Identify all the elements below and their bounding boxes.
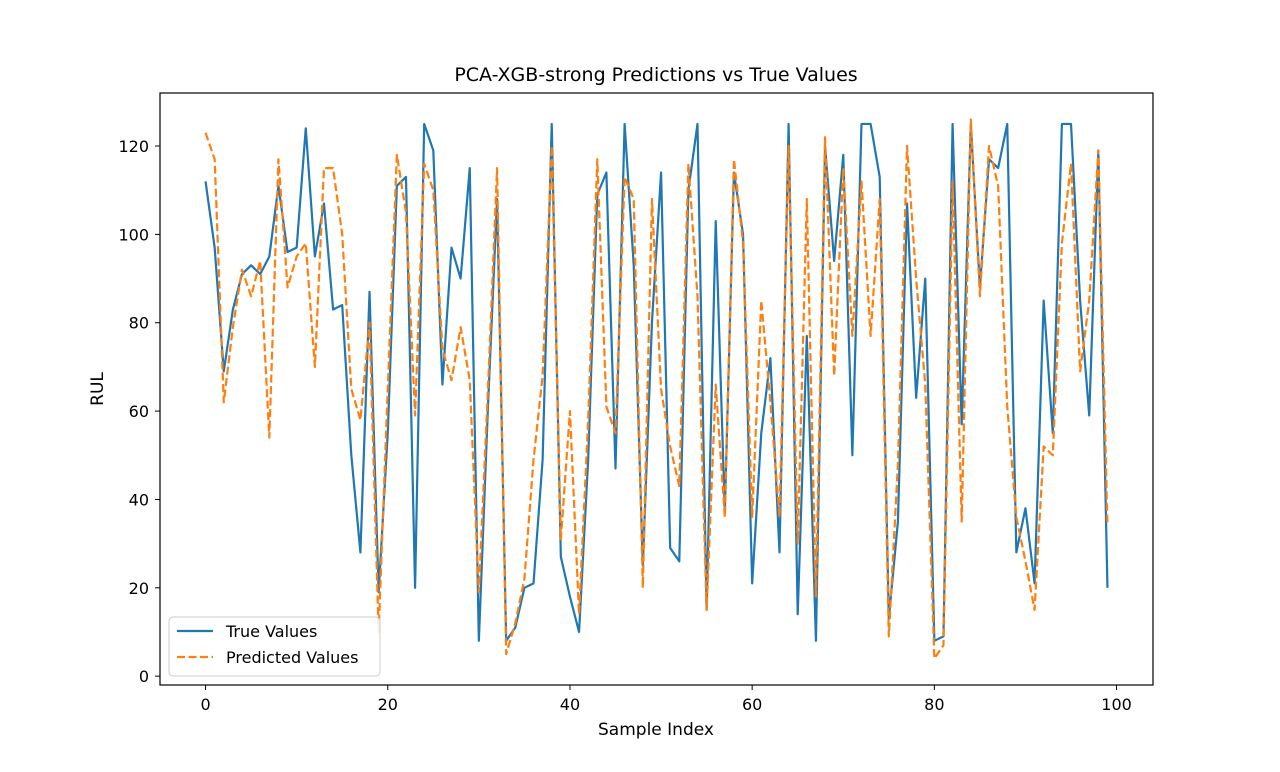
x-tick-label: 80 — [924, 695, 944, 714]
x-tick-label: 20 — [378, 695, 398, 714]
y-tick-label: 0 — [139, 667, 149, 686]
chart-title: PCA-XGB-strong Predictions vs True Value… — [454, 64, 857, 86]
legend-label: Predicted Values — [226, 648, 358, 667]
legend-box — [168, 616, 381, 677]
y-tick-label: 120 — [118, 137, 149, 156]
y-tick-label: 100 — [118, 225, 149, 244]
series-line-predicted-values — [204, 118, 1109, 660]
y-tick-label: 60 — [129, 402, 149, 421]
x-axis: 0 20 40 60 80 100 — [200, 685, 1132, 714]
y-axis: 0 20 40 60 80 100 120 — [118, 137, 160, 686]
y-tick-label: 80 — [129, 314, 149, 333]
y-tick-label: 40 — [129, 490, 149, 509]
y-axis-label: RUL — [88, 372, 108, 406]
x-tick-label: 0 — [200, 695, 210, 714]
legend: True Values Predicted Values — [168, 616, 381, 677]
x-tick-label: 60 — [742, 695, 762, 714]
x-tick-label: 100 — [1101, 695, 1132, 714]
x-tick-label: 40 — [560, 695, 580, 714]
series-layer — [204, 118, 1109, 660]
series-line-true-values — [204, 122, 1109, 642]
plot-frame — [159, 92, 1154, 686]
legend-label: True Values — [225, 622, 317, 641]
x-axis-label: Sample Index — [598, 720, 714, 740]
y-tick-label: 20 — [129, 579, 149, 598]
